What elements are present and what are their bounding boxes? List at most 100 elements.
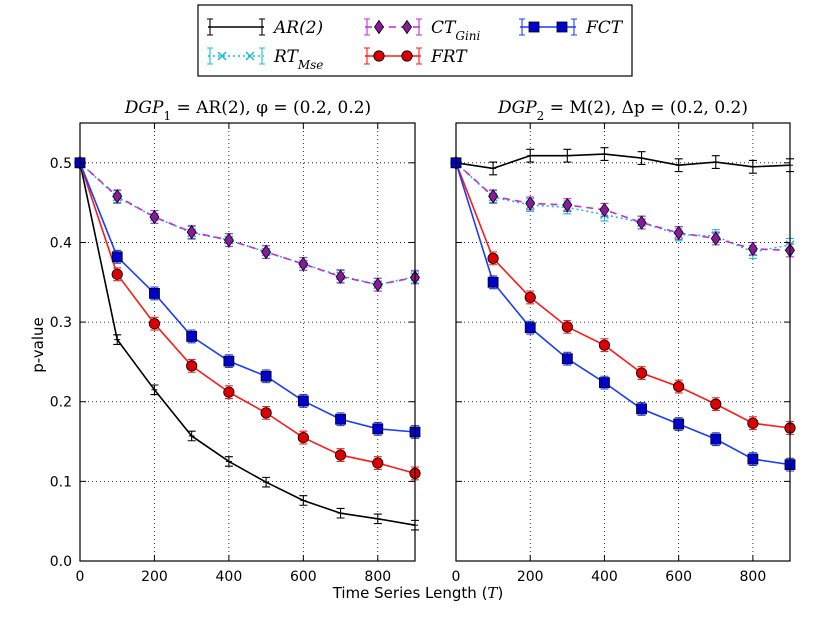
panel2-frt-point bbox=[524, 291, 536, 304]
legend-entry-ct: CTGini bbox=[364, 18, 481, 43]
panel2-x-tick-label: 0 bbox=[452, 569, 461, 585]
panel1-series-fct bbox=[74, 157, 421, 439]
legend-label-frt: FRT bbox=[430, 47, 468, 67]
panel1-ct-point bbox=[298, 256, 309, 272]
panel1-fct-point bbox=[297, 395, 309, 407]
panel2-frt-point bbox=[710, 398, 722, 410]
panel2-ct-point bbox=[673, 225, 684, 241]
panel-dgp2-frame bbox=[455, 122, 791, 562]
panel1-fct-point bbox=[149, 288, 160, 299]
panel2-ct-point bbox=[710, 231, 721, 246]
panel2-series-ct bbox=[451, 155, 795, 258]
legend-errorbar-fct bbox=[519, 18, 525, 36]
legend-errorbar-ar bbox=[259, 18, 265, 36]
legend-entry-frt: FRT bbox=[364, 47, 468, 67]
panel1-ct-point bbox=[186, 224, 197, 240]
panel2-frt-point bbox=[673, 380, 685, 393]
panel1-y-tick-label: 0.3 bbox=[50, 315, 72, 331]
legend-errorbar-rt bbox=[259, 47, 265, 65]
panel1-ct-point bbox=[261, 244, 272, 260]
panel2-ct-point bbox=[562, 197, 573, 213]
panel1-frt-line bbox=[79, 162, 416, 475]
panel1-frt-point bbox=[223, 386, 235, 398]
legend-errorbar-ct bbox=[364, 18, 370, 36]
panel2-ct-point bbox=[488, 189, 499, 204]
panel1-ct-point bbox=[149, 209, 160, 225]
panel2-fct-point bbox=[636, 403, 647, 415]
legend-label-ct: CTGini bbox=[431, 18, 481, 43]
panel2-x-tick-label: 800 bbox=[740, 569, 767, 585]
panel1-y-tick-label: 0.2 bbox=[50, 395, 72, 411]
panel2-ct-point bbox=[636, 215, 647, 230]
panel2-series-fct bbox=[450, 157, 796, 472]
panel2-fct-point bbox=[673, 418, 685, 430]
panel2-ct-point bbox=[747, 241, 758, 257]
legend-label-rt: RTMse bbox=[273, 47, 323, 72]
panel1-x-tick-label: 200 bbox=[141, 569, 168, 585]
x-axis-label: Time Series Length (T) bbox=[332, 584, 504, 602]
panel2-fct-point bbox=[561, 353, 573, 365]
panel1-ct-point bbox=[112, 189, 123, 204]
panel1-x-tick-label: 600 bbox=[290, 569, 317, 585]
panel2-fct-line bbox=[455, 162, 791, 466]
panel1-frt-point bbox=[111, 268, 123, 280]
panel1-x-tick-label: 400 bbox=[216, 569, 243, 585]
legend-frame bbox=[197, 4, 633, 77]
panel2-x-tick-label: 200 bbox=[517, 569, 544, 585]
panel-dgp2-title: DGP2 = M(2), Δp = (0.2, 0.2) bbox=[497, 98, 748, 123]
panel2-frt-point bbox=[487, 252, 499, 264]
legend-marker-frt bbox=[373, 50, 385, 62]
panel2-fct-point bbox=[747, 453, 759, 465]
legend-errorbar-frt bbox=[364, 47, 370, 65]
panel1-fct-point bbox=[186, 331, 198, 342]
legend-marker-ct bbox=[374, 19, 384, 35]
panel-dgp2: DGP2 = M(2), Δp = (0.2, 0.2) 0 200 400 600 8… bbox=[450, 98, 796, 585]
legend-label-ar: AR(2) bbox=[272, 18, 323, 38]
panel1-ct-point bbox=[223, 232, 234, 248]
panel2-x-tick-label: 400 bbox=[591, 569, 618, 585]
panel1-fct-line bbox=[79, 162, 416, 433]
panel2-series-rt bbox=[451, 158, 795, 259]
panel1-ct-point bbox=[372, 277, 383, 292]
legend-marker-fct bbox=[528, 21, 540, 33]
panel1-fct-point bbox=[260, 370, 272, 382]
panel-dgp1: DGP1 = AR(2), φ = (0.2, 0.2) 0 200 400 600 8… bbox=[50, 98, 421, 585]
legend-marker-ct bbox=[402, 19, 412, 35]
y-axis-label: p-value bbox=[29, 317, 47, 373]
legend-errorbar-fct bbox=[571, 18, 577, 36]
legend-entry-ar: AR(2) bbox=[207, 18, 323, 38]
panel1-frt-point bbox=[297, 431, 309, 444]
panel1-ct-point bbox=[335, 269, 346, 284]
panel1-fct-point bbox=[335, 413, 346, 425]
panel2-fct-point bbox=[710, 433, 722, 445]
legend-errorbar-frt bbox=[416, 47, 422, 65]
legend-errorbar-ct bbox=[416, 18, 422, 36]
panel-dgp1-frame bbox=[79, 122, 416, 562]
panel1-frt-point bbox=[334, 449, 347, 461]
panel1-series-ct bbox=[75, 155, 420, 292]
panel2-fct-point bbox=[524, 322, 536, 334]
panel1-frt-point bbox=[260, 407, 272, 419]
panel1-y-tick-label: 0.5 bbox=[50, 156, 72, 172]
panel1-ct-line bbox=[79, 162, 416, 286]
legend-errorbar-ar bbox=[207, 18, 213, 36]
legend-marker-rt bbox=[217, 51, 227, 61]
legend-label-fct: FCT bbox=[585, 18, 624, 38]
panel2-ct-point bbox=[599, 202, 610, 218]
panel1-fct-point bbox=[372, 423, 384, 435]
panel-dgp1-title: DGP1 = AR(2), φ = (0.2, 0.2) bbox=[124, 98, 371, 123]
panel1-ar-line bbox=[79, 162, 416, 526]
panel1-series-rt bbox=[75, 158, 420, 292]
panel2-series-ar bbox=[453, 147, 794, 176]
panel2-fct-point bbox=[599, 377, 610, 389]
panel1-series-ar bbox=[77, 162, 419, 531]
panel1-fct-point bbox=[111, 251, 123, 263]
panel1-frt-point bbox=[148, 318, 161, 330]
panel2-ct-line bbox=[455, 162, 791, 252]
legend-marker-frt bbox=[401, 50, 413, 62]
legend-entry-fct: FCT bbox=[519, 18, 624, 38]
panel1-series-frt bbox=[74, 157, 421, 481]
panel1-y-tick-label: 0.0 bbox=[50, 554, 72, 570]
panel1-rt-line bbox=[79, 162, 416, 286]
